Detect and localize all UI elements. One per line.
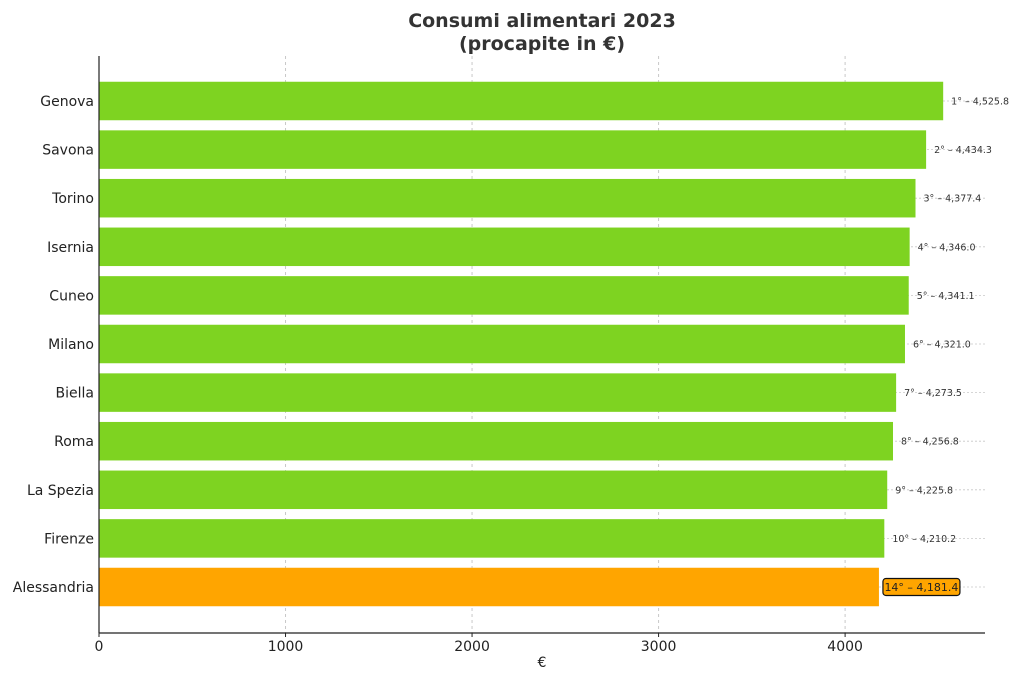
data-label: 7° – 4,273.5 (904, 388, 962, 399)
x-tick-label: 1000 (268, 639, 304, 655)
chart-title: Consumi alimentari 2023 (408, 10, 676, 32)
data-label: 1° – 4,525.8 (951, 97, 1009, 108)
data-label: 2° – 4,434.3 (934, 145, 992, 156)
category-label: Roma (54, 434, 94, 450)
category-label: Savona (42, 143, 94, 159)
bar-genova (99, 81, 944, 121)
data-label: 10° – 4,210.2 (892, 534, 956, 545)
bar-alessandria (99, 567, 879, 607)
category-label: Cuneo (49, 288, 94, 304)
x-tick-label: 4000 (827, 639, 863, 655)
category-label: Biella (56, 386, 94, 402)
data-label: 9° – 4,225.8 (895, 485, 953, 496)
bars: 1° – 4,525.8 2° – 4,434.3 3° – 4,377.4 4° –… (99, 81, 1009, 607)
bar-savona (99, 130, 927, 169)
data-label: 5° – 4,341.1 (917, 291, 975, 302)
category-label: Isernia (47, 240, 94, 256)
data-label: 3° – 4,377.4 (924, 194, 982, 205)
bar-isernia (99, 227, 910, 267)
bar-biella (99, 373, 897, 412)
bar-cuneo (99, 276, 909, 315)
data-label: 8° – 4,256.8 (901, 437, 959, 448)
chart-subtitle: (procapite in €) (459, 33, 625, 55)
x-tick-label: 3000 (641, 639, 677, 655)
bar-la-spezia (99, 470, 888, 510)
category-label: Torino (51, 191, 94, 207)
bar-roma (99, 421, 894, 461)
category-label: Firenze (44, 531, 94, 547)
axes: Genova Savona Torino Isernia Cuneo Milano Biel… (13, 56, 985, 655)
bar-milano (99, 324, 905, 364)
category-label: Alessandria (13, 580, 94, 596)
category-label: Genova (40, 94, 94, 110)
bar-firenze (99, 519, 885, 558)
bar-torino (99, 178, 916, 218)
x-tick-label: 0 (95, 639, 104, 655)
highlight-label-box (882, 577, 961, 597)
data-label: 6° – 4,321.0 (913, 340, 971, 351)
data-label: 14° – 4,181.4 (884, 581, 958, 594)
x-tick-label: 2000 (454, 639, 490, 655)
category-label: Milano (48, 337, 94, 353)
x-axis-label: € (538, 655, 547, 671)
data-label: 4° – 4,346.0 (918, 242, 976, 253)
category-label: La Spezia (27, 483, 94, 499)
